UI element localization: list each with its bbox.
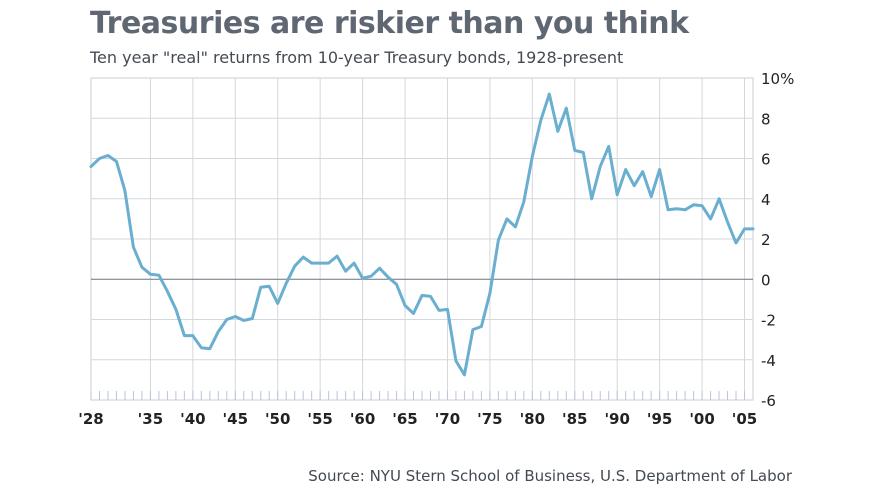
- y-tick-label: 8: [761, 110, 771, 128]
- chart-subtitle: Ten year "real" returns from 10-year Tre…: [90, 48, 624, 67]
- source-note: Source: NYU Stern School of Business, U.…: [308, 467, 792, 485]
- y-tick-label: 4: [761, 191, 771, 209]
- x-tick-label: '90: [604, 410, 629, 428]
- x-tick-label: '75: [477, 410, 502, 428]
- x-tick-label: '55: [307, 410, 332, 428]
- series-line-real-returns: [89, 92, 755, 377]
- x-tick-label: '28: [78, 410, 103, 428]
- grid: [90, 77, 754, 401]
- y-tick-label: 2: [761, 231, 771, 249]
- x-tick-label: '80: [520, 410, 545, 428]
- tick-labels: -6 -4 -2 0 2 4 6 8 10% '28 '35 '40 '45 '50 '55 '60 '65 '7…: [78, 70, 794, 428]
- x-tick-label: '35: [138, 410, 163, 428]
- series: [89, 92, 755, 377]
- x-tick-label: '85: [562, 410, 587, 428]
- y-tick-label: 10%: [761, 70, 794, 88]
- y-tick-label: -4: [761, 352, 776, 370]
- x-tick-label: '50: [265, 410, 290, 428]
- x-tick-label: '65: [392, 410, 417, 428]
- y-tick-label: 6: [761, 151, 771, 169]
- x-tick-label: '95: [647, 410, 672, 428]
- x-tick-label: '45: [223, 410, 248, 428]
- x-tick-label: '70: [435, 410, 460, 428]
- y-tick-label: -6: [761, 392, 776, 410]
- x-tick-label: '05: [732, 410, 757, 428]
- y-tick-label: -2: [761, 312, 776, 330]
- axes: [90, 278, 753, 400]
- chart-title: Treasuries are riskier than you think: [90, 6, 689, 41]
- y-tick-label: 0: [761, 271, 771, 289]
- x-tick-label: '40: [180, 410, 205, 428]
- x-tick-label: '60: [350, 410, 375, 428]
- x-tick-label: '00: [689, 410, 714, 428]
